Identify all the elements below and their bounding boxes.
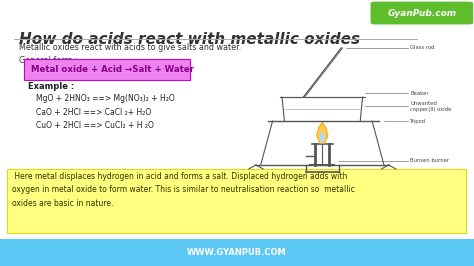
Text: WWW.GYANPUB.COM: WWW.GYANPUB.COM: [187, 248, 287, 257]
Text: Metal oxide + Acid →Salt + Water: Metal oxide + Acid →Salt + Water: [31, 65, 194, 74]
Text: Here metal displaces hydrogen in acid and forms a salt. Displaced hydrogen adds : Here metal displaces hydrogen in acid an…: [12, 172, 355, 208]
Text: Example :: Example :: [28, 82, 75, 92]
Text: CuO + 2HCl ==> CuCl₂ + H ₂O: CuO + 2HCl ==> CuCl₂ + H ₂O: [36, 121, 154, 130]
Text: Glass rod: Glass rod: [410, 45, 435, 50]
Polygon shape: [317, 122, 328, 144]
FancyBboxPatch shape: [370, 1, 474, 25]
Text: Beaker: Beaker: [410, 91, 428, 95]
FancyBboxPatch shape: [24, 59, 190, 80]
Text: MgO + 2HNO₃ ==> Mg(NO₃)₂ + H₂O: MgO + 2HNO₃ ==> Mg(NO₃)₂ + H₂O: [36, 94, 174, 103]
Text: Metallic oxides react with acids to give salts and water.: Metallic oxides react with acids to give…: [19, 43, 241, 52]
Bar: [7, 169, 466, 233]
Text: Tripod: Tripod: [410, 119, 426, 123]
Text: CaO + 2HCl ==> CaCl ₂+ H₂O: CaO + 2HCl ==> CaCl ₂+ H₂O: [36, 108, 151, 117]
Text: General form :: General form :: [19, 56, 78, 65]
Text: GyanPub.com: GyanPub.com: [387, 9, 456, 18]
Polygon shape: [319, 130, 325, 143]
Text: How do acids react with metallic oxides: How do acids react with metallic oxides: [19, 32, 360, 47]
Text: Unwanted
copper(II) oxide: Unwanted copper(II) oxide: [410, 101, 451, 112]
Bar: [0, 239, 474, 266]
Text: Bunsen burner: Bunsen burner: [410, 159, 449, 163]
